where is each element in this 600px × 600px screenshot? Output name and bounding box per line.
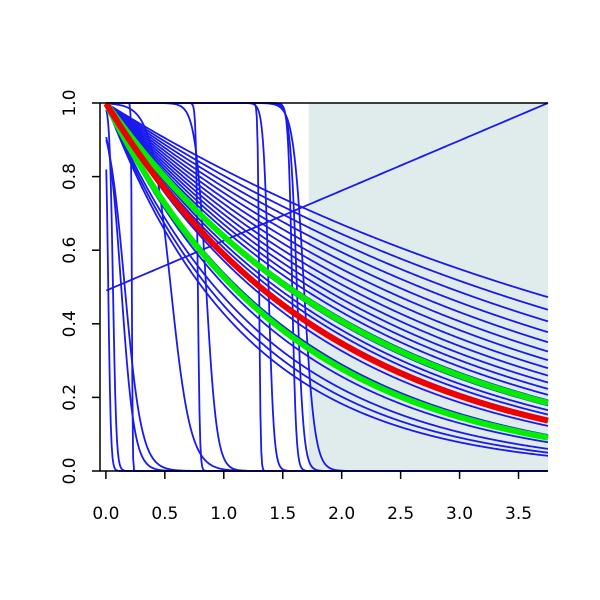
series-line [105, 102, 549, 377]
series-line [105, 103, 549, 427]
highlight-series-line [103, 102, 551, 424]
series-line [105, 102, 549, 323]
series-line [105, 103, 549, 450]
series-line [105, 102, 549, 311]
series-line [105, 102, 549, 299]
x-tick-label: 3.0 [446, 504, 473, 524]
series-line [105, 103, 549, 412]
y-axis: 0.0 0.2 0.4 0.6 0.8 1.0 [60, 89, 100, 485]
x-tick-label: 1.5 [269, 504, 296, 524]
y-tick-label: 1.0 [60, 89, 80, 116]
y-tick-label: 0.0 [60, 457, 80, 484]
y-tick-label: 0.2 [60, 384, 80, 411]
series-line [105, 103, 549, 457]
y-tick-label: 0.6 [60, 237, 80, 264]
series-line [105, 102, 549, 344]
y-tick-label: 0.4 [60, 310, 80, 337]
series-line [105, 102, 549, 390]
x-tick-label: 2.0 [328, 504, 355, 524]
series-line [105, 102, 549, 384]
series-line [105, 103, 549, 416]
series-line [105, 103, 549, 454]
series-line [105, 102, 549, 370]
highlight-series-line [103, 101, 551, 406]
x-tick-label: 3.5 [505, 504, 532, 524]
y-tick-label: 0.8 [60, 163, 80, 190]
x-tick-label: 1.0 [210, 504, 237, 524]
series-line [105, 102, 549, 396]
series-line [105, 102, 549, 292]
series-line [105, 102, 549, 362]
x-tick-label: 0.0 [92, 504, 119, 524]
x-tick-label: 0.5 [151, 504, 178, 524]
series-line [105, 103, 549, 444]
x-axis: 0.0 0.5 1.0 1.5 2.0 2.5 3.0 3.5 [92, 471, 532, 524]
highlight-series-line [103, 102, 551, 441]
x-tick-label: 2.5 [387, 504, 414, 524]
series-line [105, 102, 549, 353]
series-line [105, 102, 549, 334]
